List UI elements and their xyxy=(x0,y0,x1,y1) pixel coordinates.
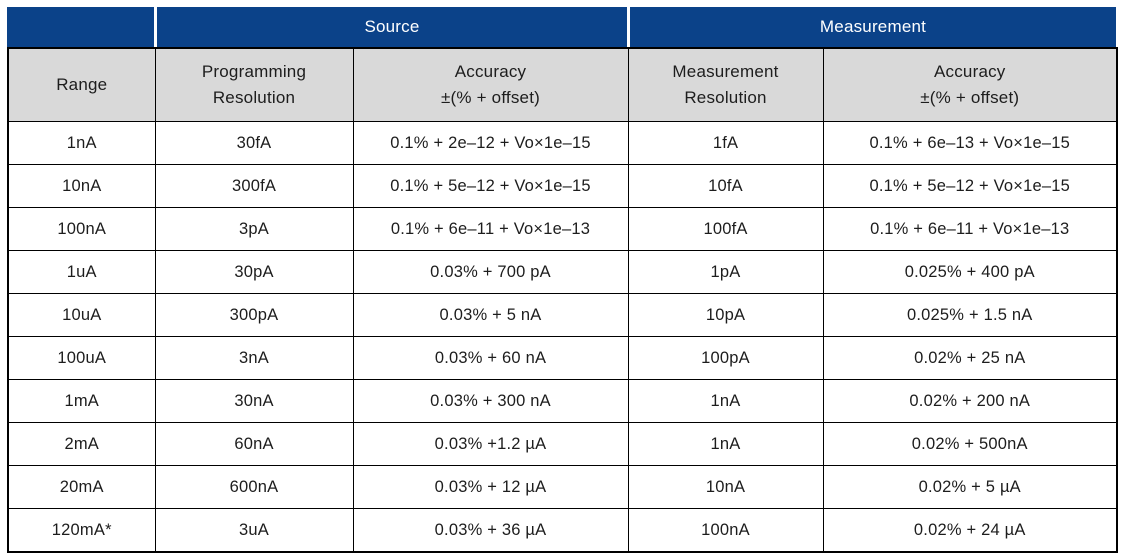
group-header-blank xyxy=(7,7,154,47)
header-line: ±(% + offset) xyxy=(440,88,540,107)
table-row: 10uA 300pA 0.03% + 5 nA 10pA 0.025% + 1.5 nA xyxy=(7,293,1118,337)
measurement-accuracy-cell: 0.02% + 200 nA xyxy=(822,379,1118,423)
table-row: 100uA 3nA 0.03% + 60 nA 100pA 0.02% + 25 nA xyxy=(7,336,1118,380)
source-accuracy-cell: 0.03% + 36 µA xyxy=(352,508,629,553)
header-line: Range xyxy=(56,74,108,94)
measurement-accuracy-cell: 0.02% + 500nA xyxy=(822,422,1118,466)
header-line: Accuracy xyxy=(454,61,527,81)
header-line: Accuracy xyxy=(933,61,1006,81)
table-row: 2mA 60nA 0.03% +1.2 µA 1nA 0.02% + 500nA xyxy=(7,422,1118,466)
source-accuracy-cell: 0.03% + 300 nA xyxy=(352,379,629,423)
source-accuracy-cell: 0.03% + 12 µA xyxy=(352,465,629,509)
programming-resolution-cell: 30pA xyxy=(154,250,354,294)
measurement-accuracy-cell: 0.1% + 6e–11 + Vo×1e–13 xyxy=(822,207,1118,251)
source-accuracy-cell: 0.03% + 700 pA xyxy=(352,250,629,294)
spec-table: Range Programming Resolution Accuracy ±(… xyxy=(7,47,1118,553)
measurement-resolution-cell: 10pA xyxy=(627,293,824,337)
measurement-resolution-cell: 1pA xyxy=(627,250,824,294)
measurement-resolution-cell: 100nA xyxy=(627,508,824,553)
programming-resolution-cell: 3pA xyxy=(154,207,354,251)
source-accuracy-cell: 0.03% + 60 nA xyxy=(352,336,629,380)
measurement-accuracy-cell: 0.1% + 5e–12 + Vo×1e–15 xyxy=(822,164,1118,208)
header-line: Resolution xyxy=(684,88,767,107)
range-cell: 1nA xyxy=(7,121,156,165)
table-row: 100nA 3pA 0.1% + 6e–11 + Vo×1e–13 100fA 0.1%… xyxy=(7,207,1118,251)
programming-resolution-cell: 600nA xyxy=(154,465,354,509)
measurement-resolution-cell: 1nA xyxy=(627,422,824,466)
measurement-resolution-cell: 100pA xyxy=(627,336,824,380)
header-line: ±(% + offset) xyxy=(920,88,1020,107)
table-row: 1nA 30fA 0.1% + 2e–12 + Vo×1e–15 1fA 0.1% + … xyxy=(7,121,1118,165)
col-header-programming-resolution: Programming Resolution xyxy=(154,47,354,122)
measurement-resolution-cell: 10nA xyxy=(627,465,824,509)
col-header-measurement-resolution: Measurement Resolution xyxy=(627,47,824,122)
header-line: Programming xyxy=(201,61,307,81)
range-cell: 20mA xyxy=(7,465,156,509)
header-line: Resolution xyxy=(212,88,296,107)
programming-resolution-cell: 30nA xyxy=(154,379,354,423)
source-accuracy-cell: 0.1% + 6e–11 + Vo×1e–13 xyxy=(352,207,629,251)
measurement-resolution-cell: 10fA xyxy=(627,164,824,208)
measurement-accuracy-cell: 0.02% + 5 µA xyxy=(822,465,1118,509)
col-header-measurement-accuracy: Accuracy ±(% + offset) xyxy=(822,47,1118,122)
group-header-measurement: Measurement xyxy=(627,7,1116,47)
table-row: 1uA 30pA 0.03% + 700 pA 1pA 0.025% + 400 pA xyxy=(7,250,1118,294)
table-row: 120mA* 3uA 0.03% + 36 µA 100nA 0.02% + 24 µA xyxy=(7,508,1118,553)
group-header-row: Source Measurement xyxy=(7,7,1116,47)
range-cell: 10nA xyxy=(7,164,156,208)
table-row: 1mA 30nA 0.03% + 300 nA 1nA 0.02% + 200 nA xyxy=(7,379,1118,423)
column-header-row: Range Programming Resolution Accuracy ±(… xyxy=(7,47,1118,122)
header-line: Measurement xyxy=(672,61,779,81)
range-cell: 1uA xyxy=(7,250,156,294)
measurement-accuracy-cell: 0.025% + 400 pA xyxy=(822,250,1118,294)
measurement-accuracy-cell: 0.02% + 24 µA xyxy=(822,508,1118,553)
table-row: 20mA 600nA 0.03% + 12 µA 10nA 0.02% + 5 µA xyxy=(7,465,1118,509)
range-cell: 1mA xyxy=(7,379,156,423)
source-accuracy-cell: 0.1% + 2e–12 + Vo×1e–15 xyxy=(352,121,629,165)
range-cell: 10uA xyxy=(7,293,156,337)
measurement-accuracy-cell: 0.1% + 6e–13 + Vo×1e–15 xyxy=(822,121,1118,165)
programming-resolution-cell: 300fA xyxy=(154,164,354,208)
table-row: 10nA 300fA 0.1% + 5e–12 + Vo×1e–15 10fA 0.1%… xyxy=(7,164,1118,208)
programming-resolution-cell: 60nA xyxy=(154,422,354,466)
measurement-resolution-cell: 1nA xyxy=(627,379,824,423)
range-cell: 100uA xyxy=(7,336,156,380)
range-cell: 100nA xyxy=(7,207,156,251)
programming-resolution-cell: 3nA xyxy=(154,336,354,380)
programming-resolution-cell: 30fA xyxy=(154,121,354,165)
measurement-accuracy-cell: 0.025% + 1.5 nA xyxy=(822,293,1118,337)
source-accuracy-cell: 0.03% +1.2 µA xyxy=(352,422,629,466)
group-header-source: Source xyxy=(154,7,627,47)
programming-resolution-cell: 300pA xyxy=(154,293,354,337)
col-header-range: Range xyxy=(7,47,156,122)
measurement-resolution-cell: 100fA xyxy=(627,207,824,251)
source-accuracy-cell: 0.03% + 5 nA xyxy=(352,293,629,337)
range-cell: 120mA* xyxy=(7,508,156,553)
source-accuracy-cell: 0.1% + 5e–12 + Vo×1e–15 xyxy=(352,164,629,208)
measurement-resolution-cell: 1fA xyxy=(627,121,824,165)
col-header-source-accuracy: Accuracy ±(% + offset) xyxy=(352,47,629,122)
range-cell: 2mA xyxy=(7,422,156,466)
programming-resolution-cell: 3uA xyxy=(154,508,354,553)
measurement-accuracy-cell: 0.02% + 25 nA xyxy=(822,336,1118,380)
